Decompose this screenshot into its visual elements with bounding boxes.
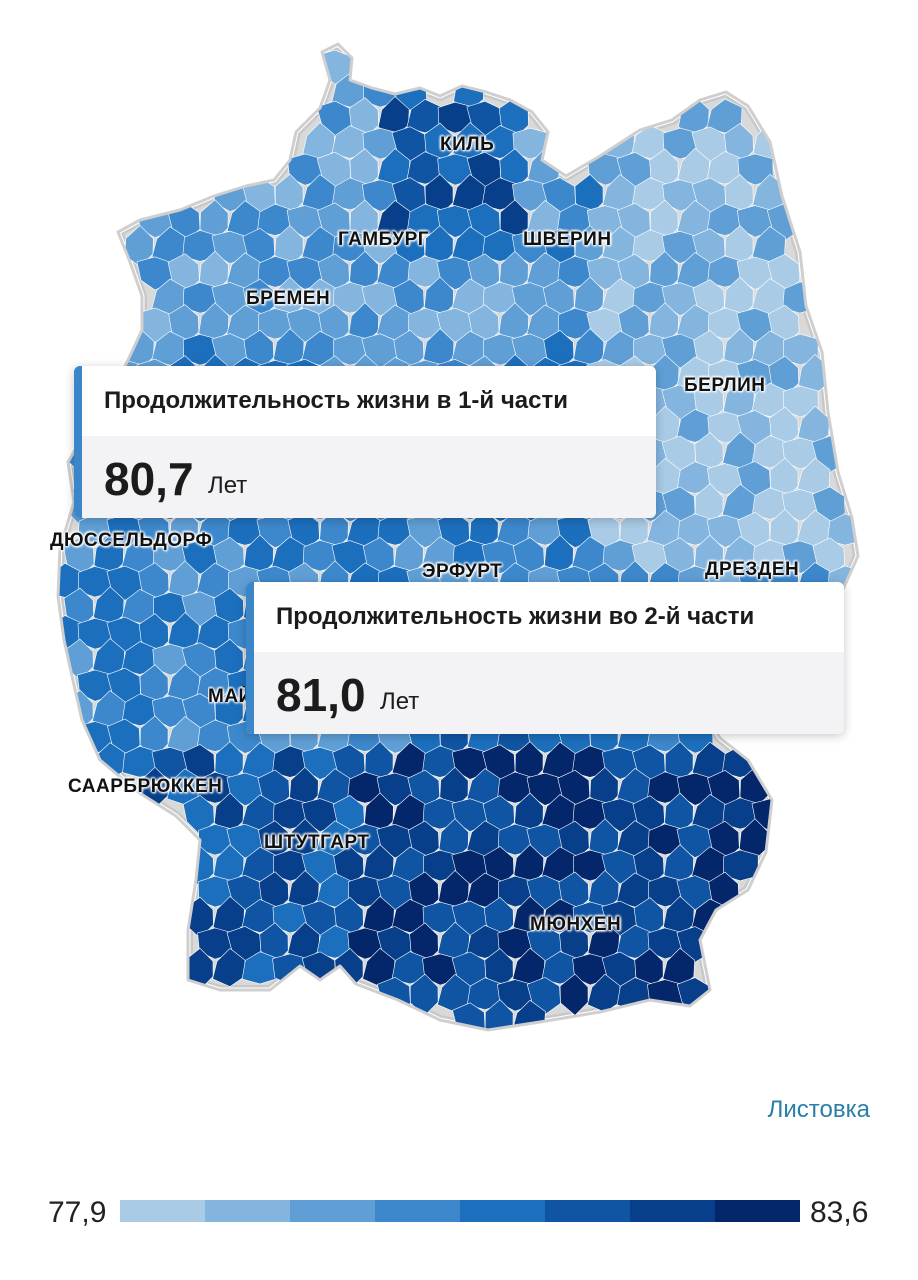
legend-min-value: 77,9 bbox=[48, 1196, 107, 1229]
district-area[interactable] bbox=[722, 849, 759, 882]
city-label-bremen: БРЕМЕН bbox=[246, 288, 331, 309]
color-legend: 77,9 83,6 bbox=[0, 1190, 918, 1234]
tooltip-accent bbox=[74, 366, 82, 518]
legend-swatch bbox=[460, 1200, 545, 1222]
city-label-berlin: БЕРЛИН bbox=[684, 375, 766, 396]
legend-max-value: 83,6 bbox=[810, 1196, 869, 1229]
tooltip-accent bbox=[246, 582, 254, 734]
legend-swatch bbox=[290, 1200, 375, 1222]
district-area[interactable] bbox=[782, 385, 819, 418]
city-label-erfurt: ЭРФУРТ bbox=[422, 561, 503, 582]
map-outside-mask bbox=[0, 0, 918, 1060]
city-label-munich: МЮНХЕН bbox=[530, 914, 622, 935]
tooltip-value: 81,0 bbox=[276, 669, 366, 721]
city-label-kiel: КИЛЬ bbox=[440, 134, 495, 155]
city-label-saarbruecken: СААРБРЮККЕН bbox=[68, 776, 223, 797]
legend-swatch bbox=[715, 1200, 800, 1222]
tooltip-body: 80,7 Лет bbox=[82, 436, 656, 518]
source-link[interactable]: Листовка bbox=[767, 1096, 870, 1123]
legend-swatch bbox=[545, 1200, 630, 1222]
tooltip-unit: Лет bbox=[380, 688, 420, 715]
district-area[interactable] bbox=[212, 948, 246, 987]
legend-swatch bbox=[120, 1200, 205, 1222]
legend-swatch bbox=[375, 1200, 460, 1222]
tooltip-title: Продолжительность жизни во 2-й части bbox=[276, 603, 755, 630]
city-label-mainz-text: МАЙНЦ bbox=[208, 686, 245, 707]
legend-swatch bbox=[630, 1200, 715, 1222]
legend-swatch bbox=[205, 1200, 290, 1222]
tooltip-part-1: Продолжительность жизни в 1-й части 80,7… bbox=[74, 366, 656, 518]
tooltip-unit: Лет bbox=[208, 472, 248, 499]
tooltip-body: 81,0 Лет bbox=[254, 652, 844, 734]
tooltip-part-2: Продолжительность жизни во 2-й части 81,… bbox=[246, 582, 844, 734]
city-label-hamburg: ГАМБУРГ bbox=[338, 229, 430, 250]
city-label-dresden: ДРЕЗДЕН bbox=[705, 559, 800, 580]
city-label-duesseldorf: ДЮССЕЛЬДОРФ bbox=[50, 530, 213, 551]
tooltip-value: 80,7 bbox=[104, 453, 194, 505]
choropleth-map[interactable]: КИЛЬ ГАМБУРГ ШВЕРИН БРЕМЕН БЕРЛИН ДЮССЕЛ… bbox=[0, 0, 918, 1060]
tooltip-title: Продолжительность жизни в 1-й части bbox=[104, 387, 568, 414]
district-area[interactable] bbox=[706, 98, 743, 134]
city-label-stuttgart: ШТУТГАРТ bbox=[264, 832, 370, 853]
legend-color-bar bbox=[120, 1200, 800, 1222]
city-label-mainz: МАЙНЦ bbox=[208, 686, 245, 708]
city-label-schwerin: ШВЕРИН bbox=[523, 229, 612, 250]
